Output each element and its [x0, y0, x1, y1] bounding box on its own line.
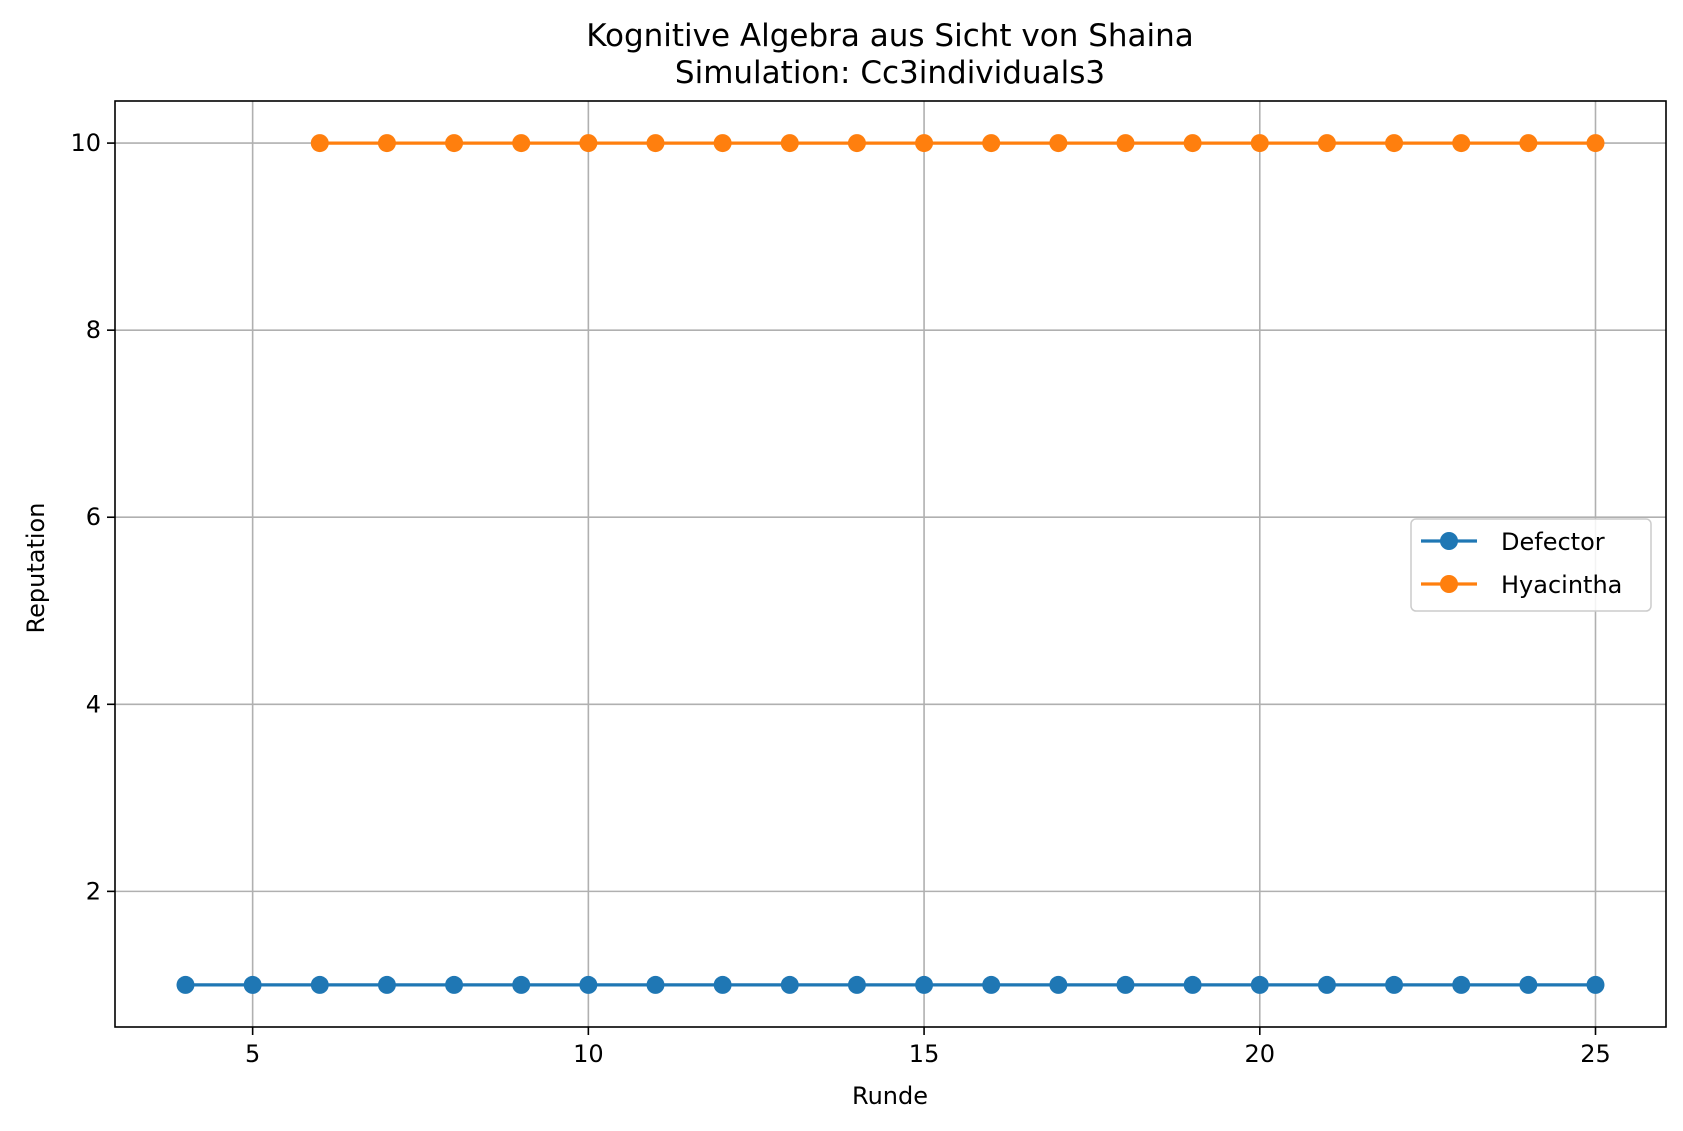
y-tick-label: 10: [70, 129, 101, 157]
data-point-hyacintha: [713, 134, 732, 153]
data-point-hyacintha: [1116, 134, 1135, 153]
x-tick-label: 10: [573, 1040, 604, 1068]
plot-series: [176, 134, 1605, 994]
data-point-hyacintha: [1452, 134, 1471, 153]
y-tick-label: 2: [86, 877, 101, 905]
data-point-defector: [176, 975, 195, 994]
data-point-hyacintha: [1519, 134, 1538, 153]
data-point-defector: [1317, 975, 1336, 994]
data-point-hyacintha: [982, 134, 1001, 153]
y-tick-label: 8: [86, 316, 101, 344]
data-point-defector: [243, 975, 262, 994]
data-point-hyacintha: [512, 134, 531, 153]
data-point-defector: [1116, 975, 1135, 994]
data-point-hyacintha: [1049, 134, 1068, 153]
y-tick-label: 4: [86, 690, 101, 718]
data-point-hyacintha: [646, 134, 665, 153]
data-point-hyacintha: [1385, 134, 1404, 153]
data-point-defector: [1250, 975, 1269, 994]
data-point-hyacintha: [579, 134, 598, 153]
x-tick-label: 5: [245, 1040, 260, 1068]
data-point-defector: [1385, 975, 1404, 994]
axis-ticks: 5 10 15 20 25 2 4 6 8 10: [70, 129, 1610, 1068]
data-point-defector: [1183, 975, 1202, 994]
series-hyacintha: [310, 134, 1605, 153]
data-point-hyacintha: [1317, 134, 1336, 153]
x-tick-label: 20: [1245, 1040, 1276, 1068]
x-tick-label: 25: [1580, 1040, 1611, 1068]
data-point-defector: [1452, 975, 1471, 994]
data-point-defector: [713, 975, 732, 994]
data-point-defector: [982, 975, 1001, 994]
data-point-defector: [1049, 975, 1068, 994]
x-tick-label: 15: [909, 1040, 940, 1068]
data-point-hyacintha: [915, 134, 934, 153]
legend-marker-defector: [1440, 532, 1458, 550]
data-point-defector: [646, 975, 665, 994]
data-point-hyacintha: [445, 134, 464, 153]
data-point-hyacintha: [1586, 134, 1605, 153]
data-point-defector: [1519, 975, 1538, 994]
legend-label-hyacintha: Hyacintha: [1501, 571, 1622, 599]
data-point-defector: [512, 975, 531, 994]
chart-title: Kognitive Algebra aus Sicht von Shaina: [586, 18, 1194, 54]
data-point-hyacintha: [310, 134, 329, 153]
data-point-hyacintha: [377, 134, 396, 153]
legend-marker-hyacintha: [1440, 575, 1458, 593]
y-axis-label: Reputation: [22, 503, 50, 634]
data-point-defector: [847, 975, 866, 994]
legend-item-defector: Defector: [1421, 528, 1605, 556]
legend-label-defector: Defector: [1501, 528, 1605, 556]
legend-item-hyacintha: Hyacintha: [1421, 571, 1622, 599]
data-point-hyacintha: [847, 134, 866, 153]
y-tick-label: 6: [86, 503, 101, 531]
data-point-defector: [445, 975, 464, 994]
x-axis-label: Runde: [852, 1082, 928, 1110]
data-point-hyacintha: [1250, 134, 1269, 153]
data-point-defector: [579, 975, 598, 994]
data-point-defector: [780, 975, 799, 994]
data-point-defector: [377, 975, 396, 994]
data-point-hyacintha: [780, 134, 799, 153]
legend: Defector Hyacintha: [1410, 518, 1652, 612]
data-point-defector: [915, 975, 934, 994]
data-point-defector: [1586, 975, 1605, 994]
chart-subtitle: Simulation: Cc3individuals3: [675, 55, 1105, 91]
plot-frame: [114, 100, 1667, 1028]
data-point-hyacintha: [1183, 134, 1202, 153]
data-point-defector: [310, 975, 329, 994]
series-defector: [176, 975, 1605, 994]
